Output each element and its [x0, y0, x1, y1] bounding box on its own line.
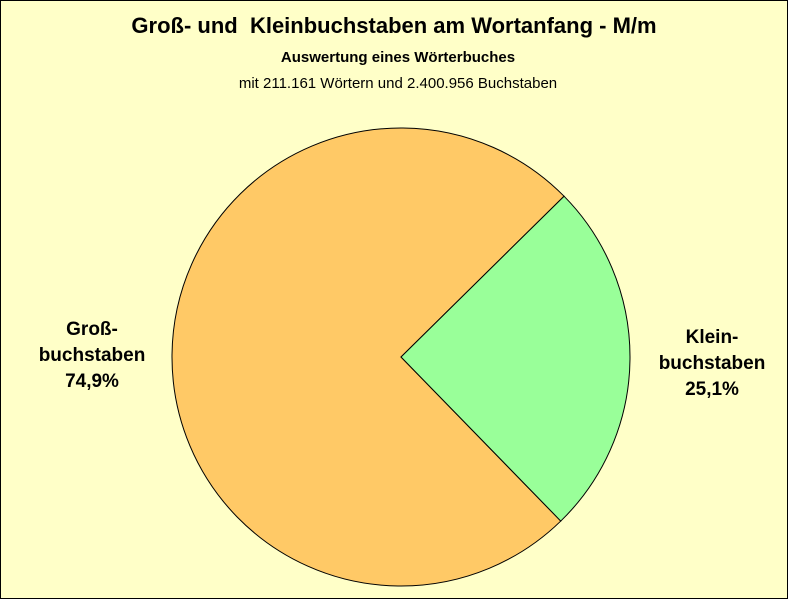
chart-subtitle: Auswertung eines Wörterbuches [281, 49, 515, 66]
chart-note: mit 211.161 Wörtern und 2.400.956 Buchst… [239, 75, 557, 92]
value-label: 74,9% [65, 371, 119, 392]
slice-label: Klein-buchstaben [659, 327, 766, 374]
slice-label: Groß-buchstaben [39, 319, 146, 366]
chart-title: Groß- und Kleinbuchstaben am Wortanfang … [131, 13, 656, 38]
pie-slice [400, 195, 631, 522]
value-label: 25,1% [685, 379, 739, 400]
pie-slice [171, 127, 565, 587]
